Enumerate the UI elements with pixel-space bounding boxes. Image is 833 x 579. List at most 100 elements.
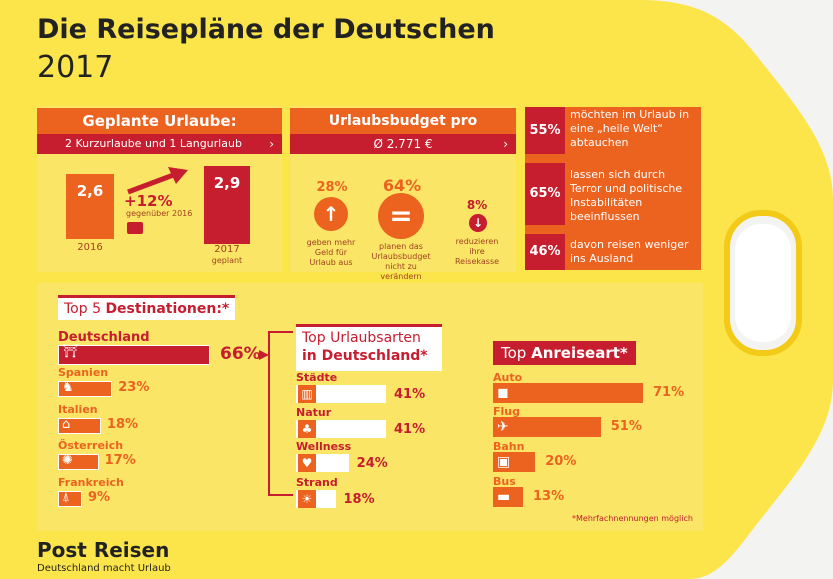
city-icon: ▥ (298, 385, 316, 403)
growth-subtitle: gegenüber 2016 (126, 209, 193, 218)
destination-label: Italien (58, 403, 98, 416)
destination-label: Österreich (58, 439, 124, 452)
arrow-up-icon: ↑ (314, 197, 348, 231)
bar-2016: 2,6 (66, 174, 114, 239)
chevron-right-icon: › (503, 137, 508, 151)
eiffel-tower-icon: ⍋ (62, 490, 70, 505)
urlaubsart-label: Wellness (296, 440, 352, 453)
growth-value: +12% (124, 192, 173, 210)
heile-pct-box-2: 65% (525, 163, 565, 225)
budget-same-pct: 64% (382, 176, 422, 195)
destination-label: Spanien (58, 366, 109, 379)
footer-slogan: Deutschland macht Urlaub (37, 563, 171, 574)
brandenburg-gate-icon: ⛩ (62, 344, 79, 359)
destination-label: Deutschland (58, 330, 150, 345)
anreise-title-b: Anreiseart* (531, 344, 628, 362)
bull-icon: ♞ (62, 380, 74, 395)
heile-pct-box-1: 55% (525, 107, 565, 154)
train-icon: ▣ (497, 454, 511, 470)
budget-title: Urlaubsbudget pro Haushalt: (290, 108, 516, 155)
urlaubsart-value: 41% (394, 387, 426, 402)
bar-2017: 2,9 (204, 166, 250, 244)
label-2016: 2016 (77, 242, 103, 253)
anreise-bar (493, 417, 601, 437)
budget-value: Ø 2.771 € (373, 137, 433, 151)
anreise-label: Bahn (493, 440, 525, 453)
destinations-title-b: Destinationen:* (105, 301, 230, 317)
destination-label: Frankreich (58, 476, 124, 489)
urlaube-title: Geplante Urlaube: (37, 108, 282, 134)
sun-icon: ☀ (298, 490, 316, 508)
arrow-down-icon: ↓ (469, 214, 487, 232)
destination-bar (58, 491, 82, 507)
anreise-bar (493, 487, 523, 507)
destination-value: 9% (88, 490, 111, 505)
bus-icon: ▬ (497, 489, 511, 505)
heile-text-2: lassen sich durch Terror und politische … (570, 168, 683, 223)
heile-pct-box-3: 46% (525, 234, 565, 270)
bracket-connector (259, 331, 293, 496)
urlaubsart-value: 24% (356, 456, 388, 471)
destination-bar (58, 454, 99, 470)
label-2017: 2017 (214, 244, 240, 255)
colosseum-icon: ⌂ (62, 417, 71, 432)
value-2016: 2,6 (76, 182, 104, 200)
urlaube-subtitle-bar[interactable]: 2 Kurzurlaube und 1 Langurlaub › (37, 134, 282, 154)
page-year: 2017 (37, 50, 114, 85)
heile-pct-3: 46% (529, 244, 561, 259)
anreise-value: 51% (610, 419, 642, 434)
footnote: *Mehrfachnennungen möglich (572, 514, 693, 523)
label-2017-planned: geplant (211, 256, 243, 265)
heile-pct-1: 55% (529, 123, 561, 138)
destinations-title-a: Top 5 (64, 301, 106, 317)
anreise-label: Bus (493, 475, 516, 488)
budget-value-bar[interactable]: Ø 2.771 € › (290, 134, 516, 154)
urlaubsart-value: 18% (343, 492, 375, 507)
urlaubsart-value: 41% (394, 422, 426, 437)
anreise-value: 71% (653, 385, 685, 400)
budget-less-pct: 8% (466, 198, 488, 212)
anreise-value: 13% (533, 489, 565, 504)
destination-value: 18% (106, 417, 139, 432)
destination-bar (58, 418, 101, 434)
anreise-bar (493, 452, 536, 472)
urlaubsart-bar (296, 420, 386, 438)
budget-more-text: geben mehr Geld für Urlaub aus (306, 238, 356, 267)
ferris-wheel-icon: ✺ (62, 453, 73, 468)
growth-arrow-icon (127, 167, 188, 195)
suitcase-icon (127, 222, 143, 234)
heile-text-3: davon reisen weniger ins Ausland (570, 238, 689, 265)
anreise-label: Auto (493, 371, 523, 384)
destination-value: 66% (220, 344, 261, 364)
urlaubsart-bar (296, 385, 386, 403)
tree-icon: ♣ (298, 420, 316, 438)
anreise-label: Flug (493, 405, 520, 418)
page-title: Die Reisepläne der Deutschen (37, 14, 495, 45)
heile-pct-2: 65% (529, 186, 561, 201)
urlaubsart-label: Natur (296, 406, 332, 419)
value-2017: 2,9 (213, 174, 241, 192)
destinations-title: Top 5 Destinationen:* (58, 295, 236, 320)
anreise-value: 20% (545, 454, 577, 469)
urlaubsarten-title: Top Urlaubsarten in Deutschland* (296, 324, 442, 371)
chevron-right-icon: › (269, 137, 274, 151)
car-icon: ◼ (497, 385, 509, 401)
anreise-title-a: Top (501, 344, 532, 362)
destination-value: 17% (104, 453, 136, 468)
heile-text-1: möchten im Urlaub in eine „heile Welt“ a… (570, 108, 690, 149)
anreise-bar (493, 383, 643, 403)
budget-less-text: reduzieren ihre Reisekasse (454, 237, 500, 266)
heart-icon: ♥ (298, 454, 316, 472)
destination-bar (58, 345, 210, 365)
plane-icon: ✈ (497, 419, 509, 435)
destination-value: 23% (118, 380, 150, 395)
urlaubsarten-title-b: in Deutschland* (302, 348, 428, 364)
destination-bar (58, 381, 113, 397)
footer-brand: Post Reisen (37, 538, 170, 562)
budget-more-pct: 28% (316, 180, 348, 195)
budget-same-text: planen das Urlaubsbudget nicht zu veränd… (371, 242, 431, 281)
equals-icon: = (378, 193, 424, 239)
urlaubsart-label: Strand (296, 476, 338, 489)
urlaubsart-label: Städte (296, 371, 338, 384)
anreise-title: Top Anreiseart* (493, 341, 636, 365)
